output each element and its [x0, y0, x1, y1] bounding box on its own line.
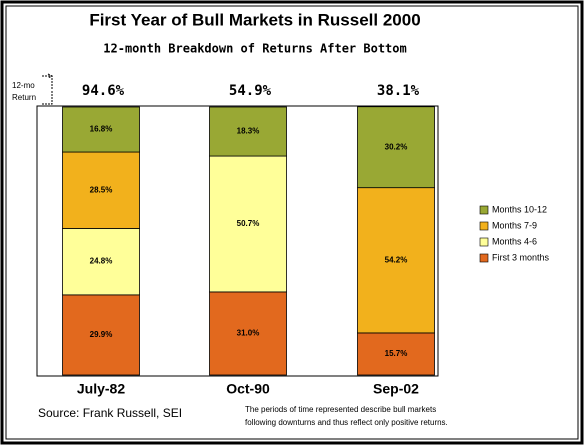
- total-label: 94.6%: [82, 83, 125, 99]
- bar-segment: [62, 151, 140, 229]
- footnote: following downturns and thus reflect onl…: [245, 418, 448, 427]
- data-label: 24.8%: [90, 257, 113, 266]
- data-label: 18.3%: [237, 127, 260, 136]
- footnote: The periods of time represented describe…: [245, 405, 436, 414]
- data-label: 50.7%: [237, 219, 260, 228]
- bar-segment: [357, 332, 435, 376]
- bar-segment: [62, 294, 140, 376]
- bar-segment: [357, 187, 435, 334]
- data-label: 28.5%: [90, 185, 113, 194]
- bar-segment: [209, 106, 287, 157]
- data-label: 54.2%: [385, 255, 408, 264]
- source: Source: Frank Russell, SEI: [38, 406, 182, 420]
- x-tick-label: Oct-90: [226, 381, 270, 397]
- legend-swatch: [479, 205, 489, 215]
- annotation: Return: [12, 93, 36, 102]
- legend-swatch: [479, 221, 489, 231]
- legend-label: Months 4-6: [492, 236, 537, 246]
- x-tick-label: Sep-02: [373, 381, 419, 397]
- legend-label: Months 7-9: [492, 220, 537, 230]
- bar-segment: [357, 106, 435, 189]
- bar-segment: [209, 155, 287, 293]
- data-label: 31.0%: [237, 329, 260, 338]
- total-label: 54.9%: [229, 83, 272, 99]
- legend-label: Months 10-12: [492, 204, 547, 214]
- bar-segment: [62, 106, 140, 153]
- legend-swatch: [479, 253, 489, 263]
- data-label: 30.2%: [385, 142, 408, 151]
- total-label: 38.1%: [377, 83, 420, 99]
- annotation: 12-mo: [12, 81, 35, 90]
- bar-segment: [62, 228, 140, 296]
- x-tick-label: July-82: [77, 381, 125, 397]
- bar-segment: [209, 291, 287, 376]
- data-label: 15.7%: [385, 349, 408, 358]
- data-label: 29.9%: [90, 330, 113, 339]
- legend-label: First 3 months: [492, 252, 550, 262]
- legend-swatch: [479, 237, 489, 247]
- inner-frame: [5, 5, 579, 440]
- chart-title: First Year of Bull Markets in Russell 20…: [89, 10, 420, 29]
- annotation-arrow: [42, 73, 54, 105]
- chart-subtitle: 12-month Breakdown of Returns After Bott…: [103, 42, 406, 56]
- data-label: 16.8%: [90, 125, 113, 134]
